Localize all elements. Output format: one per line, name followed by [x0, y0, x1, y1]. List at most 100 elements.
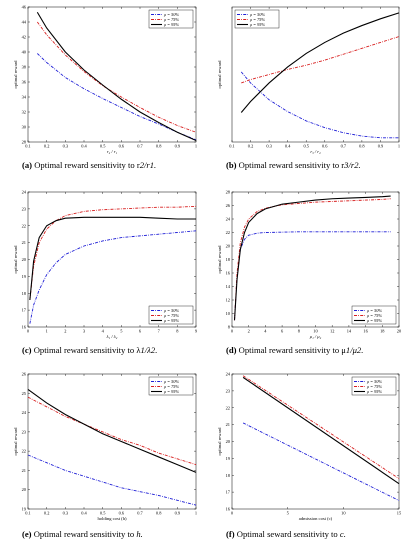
y-tick-label: 26 — [226, 203, 231, 208]
y-tick-label: 20 — [22, 487, 27, 492]
x-tick-label: 1 — [195, 511, 197, 516]
x-tick-label: 1 — [195, 144, 197, 149]
legend-entry: ρ = 75% — [366, 384, 382, 389]
x-axis-label: r₃ / r₂ — [310, 149, 321, 154]
series-line — [233, 195, 391, 321]
caption-d-math: 1/μ2. — [345, 345, 364, 355]
y-tick-label: 12 — [226, 298, 230, 303]
legend-entry: ρ = 95% — [163, 318, 179, 323]
x-tick-label: 0.6 — [322, 144, 328, 149]
series-line — [27, 454, 197, 506]
series-line — [240, 71, 399, 139]
chart-panel-a: 0.1 0.2 0.3 0.4 0.5 0.6 0.7 0.8 0.9 1 28 30 32 34 36 38… — [0, 0, 204, 185]
x-tick-label: 0.7 — [341, 144, 347, 149]
series-line — [36, 11, 197, 142]
y-tick-label: 28 — [22, 140, 27, 145]
y-tick-label: 24 — [22, 410, 27, 415]
chart-panel-e: 0.1 0.2 0.3 0.4 0.5 0.6 0.7 0.8 0.9 1 19 20 21 22 23 24… — [0, 367, 204, 550]
x-tick-label: 8 — [298, 329, 301, 334]
series-line — [36, 21, 197, 133]
series-line — [29, 230, 197, 324]
plot-frame — [27, 373, 197, 510]
x-tick-label: 0.2 — [248, 144, 254, 149]
legend: ρ = 50%ρ = 75%ρ = 95% — [148, 9, 194, 29]
chart-a: 0.1 0.2 0.3 0.4 0.5 0.6 0.7 0.8 0.9 1 28 30 32 34 36 38… — [13, 5, 197, 155]
x-tick-label: 0 — [27, 329, 30, 334]
x-tick-label: 0.2 — [44, 511, 50, 516]
caption-b-text: Optimal reward sensitivity to r — [238, 160, 345, 170]
y-axis-label: optimal reward — [13, 245, 18, 274]
y-tick-label: 22 — [226, 405, 230, 410]
caption-b: (b) Optimal reward sensitivity to r3/r2. — [226, 160, 361, 170]
legend-entry: ρ = 95% — [366, 318, 382, 323]
x-tick-label: 0 — [231, 511, 234, 516]
y-tick-label: 21 — [22, 240, 26, 245]
legend-entry: ρ = 75% — [249, 17, 265, 22]
y-tick-label: 19 — [22, 507, 27, 512]
y-axis-label: optimal reward — [13, 60, 18, 89]
y-tick-label: 24 — [22, 190, 27, 195]
x-tick-label: 0.5 — [100, 144, 106, 149]
y-tick-label: 20 — [226, 244, 231, 249]
y-tick-label: 40 — [22, 50, 27, 55]
legend-entry: ρ = 50% — [163, 379, 179, 384]
legend-entry: ρ = 50% — [249, 12, 265, 17]
x-tick-label: 10 — [313, 329, 318, 334]
x-tick-label: 2 — [248, 329, 250, 334]
x-tick-label: 3 — [83, 329, 86, 334]
x-tick-label: 0.3 — [63, 144, 69, 149]
legend-entry: ρ = 50% — [163, 12, 179, 17]
x-tick-label: 8 — [176, 329, 179, 334]
caption-c-math: 1/λ2. — [140, 345, 158, 355]
x-tick-label: 0.4 — [81, 144, 87, 149]
x-tick-label: 4 — [102, 329, 105, 334]
series-line — [240, 12, 400, 113]
x-tick-label: 5 — [287, 511, 290, 516]
y-tick-label: 34 — [22, 95, 27, 100]
y-tick-label: 17 — [226, 490, 231, 495]
y-tick-label: 23 — [226, 388, 231, 393]
y-tick-label: 16 — [226, 507, 231, 512]
x-tick-label: 0.8 — [156, 144, 162, 149]
x-tick-label: 20 — [397, 329, 402, 334]
x-tick-label: 0.2 — [44, 144, 50, 149]
y-axis-label: optimal reward — [13, 427, 18, 456]
x-tick-label: 0.1 — [229, 144, 235, 149]
y-tick-label: 42 — [22, 35, 26, 40]
caption-a: (a) Optimal reward sensitivity to r2/r1. — [22, 160, 156, 170]
x-tick-label: 0.3 — [63, 511, 69, 516]
legend-entry: ρ = 50% — [366, 379, 382, 384]
y-tick-label: 30 — [22, 125, 27, 130]
caption-a-text: Optimal reward sensitivity to r — [34, 160, 140, 170]
caption-e-text: Optimal reward sensitivity to — [33, 529, 137, 539]
x-tick-label: 16 — [363, 329, 368, 334]
legend-entry: ρ = 75% — [163, 17, 179, 22]
x-tick-label: 0.1 — [25, 144, 31, 149]
y-tick-label: 22 — [22, 449, 26, 454]
legend-entry: ρ = 95% — [163, 389, 179, 394]
x-tick-label: 18 — [380, 329, 385, 334]
caption-d: (d) Optimal reward sensitivity to μ1/μ2. — [226, 345, 363, 355]
y-tick-label: 23 — [22, 429, 27, 434]
legend: ρ = 50%ρ = 75%ρ = 95% — [351, 305, 397, 325]
x-tick-label: 0.5 — [303, 144, 309, 149]
x-tick-label: 1 — [398, 144, 400, 149]
x-axis-label: admission cost (c) — [299, 516, 333, 521]
y-tick-label: 28 — [226, 190, 231, 195]
caption-b-math: 3/r2. — [344, 160, 361, 170]
series-line — [234, 198, 391, 321]
legend: ρ = 50%ρ = 75%ρ = 95% — [148, 376, 194, 396]
caption-b-label: (b) — [226, 160, 237, 170]
chart-panel-c: 0 1 2 3 4 5 6 7 8 9 16 17 18 19 20 21 22 23 24 λ₁ / λ₂ optim… — [0, 185, 204, 367]
caption-a-label: (a) — [22, 160, 33, 170]
plot-frame — [231, 6, 400, 143]
series-line — [37, 53, 197, 141]
x-tick-label: 4 — [264, 329, 267, 334]
x-tick-label: 2 — [64, 329, 66, 334]
x-tick-label: 6 — [281, 329, 284, 334]
y-tick-label: 21 — [22, 468, 26, 473]
x-axis-label: r₂ / r₁ — [107, 149, 118, 154]
caption-e: (e) Optimal reward sensitivity to h. — [22, 529, 143, 539]
plot-frame — [27, 6, 197, 143]
x-tick-label: 0.9 — [175, 144, 181, 149]
